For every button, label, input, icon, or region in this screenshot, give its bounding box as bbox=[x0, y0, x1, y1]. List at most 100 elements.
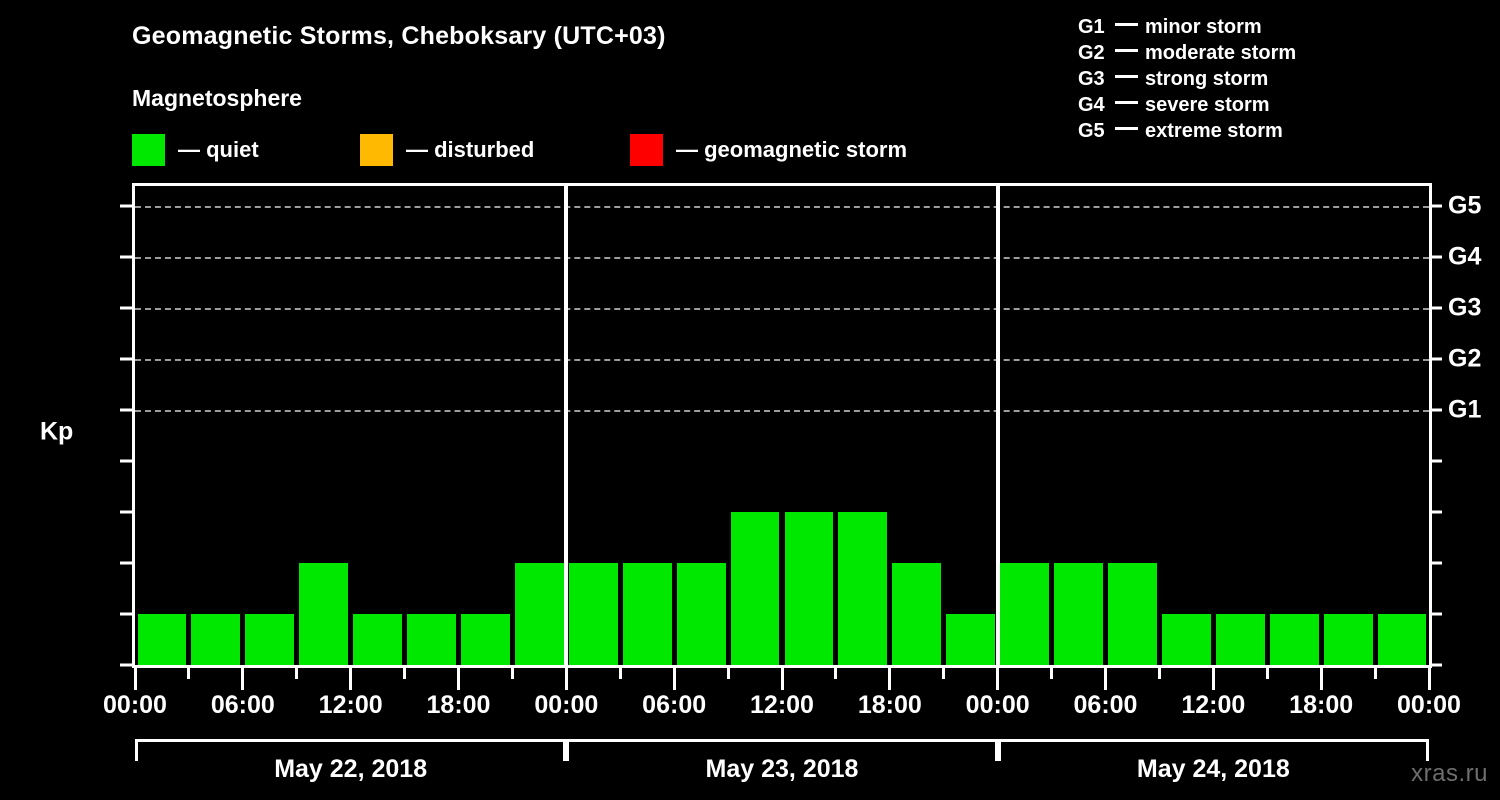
day-bracket bbox=[135, 739, 567, 761]
g-scale-code: G2 bbox=[1078, 42, 1105, 64]
g-tick-label: G3 bbox=[1448, 293, 1482, 322]
gridline-kp-5 bbox=[135, 410, 1429, 413]
x-tick-label: 12:00 bbox=[1181, 691, 1246, 719]
x-tick-major bbox=[780, 668, 784, 690]
g-tick-mark bbox=[1430, 408, 1442, 412]
y-tick-mark bbox=[120, 663, 132, 667]
g-tick-label: G4 bbox=[1448, 242, 1482, 271]
bar bbox=[838, 512, 888, 665]
g-tick-mark-minor bbox=[1430, 561, 1442, 565]
g-scale-description: minor storm bbox=[1145, 16, 1262, 38]
bar bbox=[1269, 614, 1319, 665]
g-scale-code: G5 bbox=[1078, 120, 1105, 142]
bar bbox=[299, 563, 349, 665]
bar bbox=[461, 614, 510, 665]
day-bracket bbox=[566, 739, 998, 761]
y-tick-mark bbox=[120, 306, 132, 310]
x-tick-label: 00:00 bbox=[103, 691, 167, 719]
bar bbox=[622, 563, 672, 665]
g-scale-description: severe storm bbox=[1145, 94, 1270, 116]
page-title: Geomagnetic Storms, Cheboksary (UTC+03) bbox=[132, 22, 666, 50]
legend-label: — geomagnetic storm bbox=[676, 137, 908, 162]
em-dash-rule bbox=[1115, 75, 1138, 79]
g-scale-row-g1: G1 minor storm bbox=[1078, 14, 1296, 40]
legend-swatch-storm bbox=[630, 134, 663, 166]
bar bbox=[1215, 614, 1265, 665]
x-tick-major bbox=[133, 668, 137, 690]
gridline-kp-8 bbox=[135, 257, 1429, 260]
g-tick-mark-minor bbox=[1430, 663, 1442, 667]
bar bbox=[407, 614, 456, 665]
g-scale-description: moderate storm bbox=[1145, 42, 1297, 64]
em-dash-rule bbox=[1115, 23, 1138, 27]
x-tick-label: 18:00 bbox=[426, 691, 491, 719]
watermark: xras.ru bbox=[1411, 760, 1488, 787]
g-scale-row-g5: G5 extreme storm bbox=[1078, 118, 1296, 144]
x-tick-minor bbox=[187, 668, 191, 679]
g-tick-mark bbox=[1430, 255, 1442, 259]
g-tick-mark bbox=[1430, 204, 1442, 208]
bar bbox=[191, 614, 241, 665]
x-tick-minor bbox=[618, 668, 622, 679]
x-tick-label: 06:00 bbox=[642, 691, 707, 719]
g-tick-mark-minor bbox=[1430, 510, 1442, 514]
x-tick-minor bbox=[1373, 668, 1377, 679]
g-scale-description: strong storm bbox=[1145, 68, 1269, 90]
day-label: May 23, 2018 bbox=[705, 755, 859, 783]
g-tick-mark bbox=[1430, 357, 1442, 361]
x-tick-minor bbox=[510, 668, 514, 679]
y-tick-mark bbox=[120, 561, 132, 565]
day-label: May 22, 2018 bbox=[274, 755, 428, 783]
g-tick-mark-minor bbox=[1430, 612, 1442, 616]
x-tick-minor bbox=[295, 668, 299, 679]
bar bbox=[1108, 563, 1157, 665]
y-axis-title: Kp bbox=[40, 417, 74, 446]
x-tick-minor bbox=[942, 668, 946, 679]
bar bbox=[1054, 563, 1103, 665]
g-tick-label: G2 bbox=[1448, 344, 1482, 373]
bar bbox=[1000, 563, 1050, 665]
em-dash-rule bbox=[1115, 49, 1138, 53]
section-label: Magnetosphere bbox=[132, 85, 302, 111]
g-tick-mark-minor bbox=[1430, 459, 1442, 463]
bar bbox=[1377, 614, 1427, 665]
bar bbox=[1161, 614, 1211, 665]
g-scale-code: G4 bbox=[1078, 94, 1105, 116]
legend-item-0: — quiet bbox=[132, 133, 259, 167]
x-tick-label: 18:00 bbox=[1289, 691, 1354, 719]
bar bbox=[245, 614, 295, 665]
x-tick-major bbox=[1104, 668, 1107, 690]
y-tick-mark bbox=[120, 459, 132, 463]
bar bbox=[1323, 614, 1373, 665]
bar bbox=[514, 563, 564, 665]
em-dash-rule bbox=[1115, 101, 1138, 105]
x-tick-major bbox=[996, 668, 1000, 690]
g-scale-legend: G1 minor storm G2 moderate storm G3 strong st… bbox=[1078, 14, 1296, 144]
g-tick-label: G5 bbox=[1448, 191, 1482, 220]
bar bbox=[892, 563, 942, 665]
g-tick-label: G1 bbox=[1448, 395, 1482, 424]
y-tick-mark bbox=[120, 357, 132, 361]
bar bbox=[676, 563, 726, 665]
day-label: May 24, 2018 bbox=[1136, 755, 1290, 783]
x-tick-minor bbox=[403, 668, 407, 679]
x-tick-minor bbox=[1157, 668, 1161, 679]
gridline-kp-7 bbox=[135, 308, 1429, 311]
y-tick-mark bbox=[120, 204, 132, 208]
g-scale-code: G3 bbox=[1078, 68, 1105, 90]
x-tick-label: 00:00 bbox=[534, 691, 599, 719]
x-tick-major bbox=[888, 668, 892, 690]
gridline-kp-9 bbox=[135, 206, 1429, 209]
x-tick-major bbox=[241, 668, 245, 690]
x-tick-label: 00:00 bbox=[1397, 691, 1461, 719]
bar bbox=[730, 512, 780, 665]
g-scale-row-g2: G2 moderate storm bbox=[1078, 40, 1296, 66]
bar bbox=[353, 614, 403, 665]
legend-item-1: — disturbed bbox=[360, 133, 534, 167]
em-dash-rule bbox=[1115, 127, 1138, 131]
plot-area bbox=[132, 183, 1432, 668]
x-tick-major bbox=[564, 668, 568, 690]
legend-label: — disturbed bbox=[406, 137, 535, 162]
day-separator bbox=[995, 186, 1000, 665]
